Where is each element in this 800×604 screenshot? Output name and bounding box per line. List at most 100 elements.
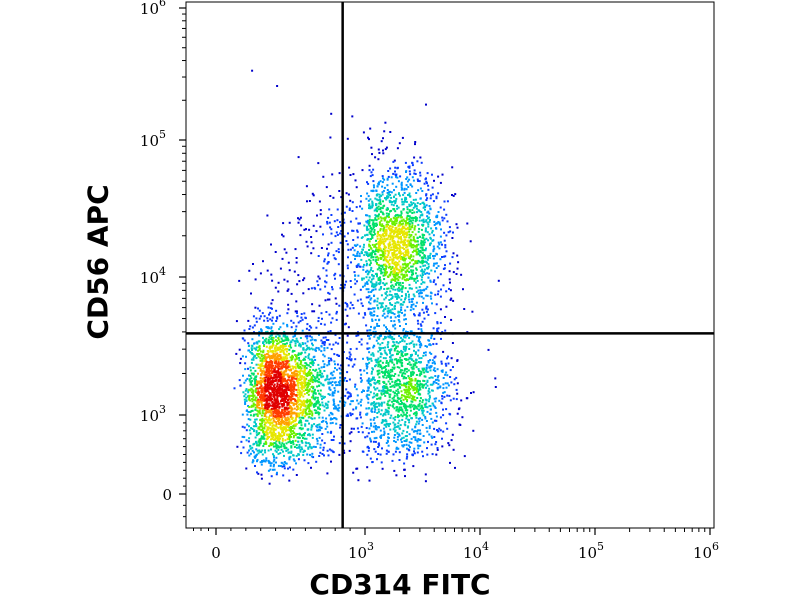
event-dot: [326, 425, 329, 428]
event-dot: [455, 388, 458, 391]
event-dot: [360, 379, 363, 382]
event-dot: [426, 406, 429, 409]
event-dot: [420, 371, 423, 374]
event-dot: [391, 258, 394, 261]
event-dot: [382, 413, 385, 416]
event-dot: [430, 376, 433, 379]
event-dot: [371, 407, 374, 410]
event-dot: [333, 376, 336, 379]
event-dot: [400, 270, 403, 273]
event-dot: [276, 316, 279, 319]
event-dot: [388, 201, 391, 204]
event-dot: [324, 402, 327, 405]
event-dot: [302, 437, 304, 439]
event-dot: [349, 393, 352, 396]
event-dot: [409, 204, 412, 207]
event-dot: [271, 437, 274, 440]
event-dot: [335, 231, 338, 234]
event-dot: [425, 307, 428, 310]
event-dot: [391, 252, 394, 254]
event-dot: [419, 444, 422, 447]
event-dot: [417, 243, 420, 246]
event-dot: [396, 235, 399, 238]
event-dot: [390, 287, 393, 290]
event-dot: [414, 233, 417, 236]
event-dot: [441, 437, 443, 440]
event-dot: [254, 398, 257, 401]
event-dot: [408, 215, 411, 218]
event-dot: [332, 254, 335, 257]
event-dot: [386, 294, 389, 297]
event-dot: [368, 393, 371, 396]
event-dot: [272, 468, 274, 471]
event-dot: [244, 393, 247, 396]
event-dot: [328, 378, 331, 381]
event-dot: [407, 215, 409, 217]
event-dot: [385, 371, 388, 373]
event-dot: [431, 239, 434, 242]
event-dot: [265, 341, 268, 344]
event-dot: [379, 240, 382, 243]
event-dot: [293, 427, 296, 430]
event-dot: [419, 251, 422, 254]
event-dot: [400, 400, 402, 402]
event-dot: [386, 271, 388, 274]
event-dot: [417, 404, 420, 407]
event-dot: [401, 227, 404, 230]
event-dot: [261, 357, 264, 360]
event-dot: [302, 292, 305, 295]
event-dot: [390, 297, 393, 300]
event-dot: [252, 372, 255, 375]
event-dot: [282, 429, 284, 432]
event-dot: [385, 212, 388, 215]
event-dot: [273, 433, 276, 436]
event-dot: [310, 417, 313, 420]
event-dot: [281, 439, 284, 442]
event-dot: [403, 300, 406, 303]
event-dot: [337, 404, 340, 407]
event-dot: [390, 268, 393, 271]
event-dot: [433, 262, 436, 265]
event-dot: [307, 405, 310, 408]
event-dot: [337, 251, 340, 254]
event-dot: [406, 265, 409, 268]
event-dot: [254, 454, 257, 457]
event-dot: [304, 381, 307, 384]
event-dot: [418, 384, 421, 387]
event-dot: [273, 458, 276, 461]
event-dot: [387, 223, 389, 226]
event-dot: [298, 413, 301, 416]
event-dot: [332, 439, 335, 441]
event-dot: [269, 468, 272, 471]
event-dot: [253, 398, 255, 401]
event-dot: [401, 311, 403, 314]
event-dot: [274, 424, 277, 427]
event-dot: [295, 300, 298, 303]
event-dot: [385, 449, 388, 452]
event-dot: [249, 380, 252, 383]
event-dot: [276, 346, 279, 349]
event-dot: [322, 397, 325, 399]
event-dot: [356, 299, 359, 302]
event-dot: [396, 176, 399, 179]
event-dot: [255, 320, 258, 323]
event-dot: [328, 386, 331, 389]
event-dot: [251, 404, 254, 407]
event-dot: [276, 471, 278, 474]
event-dot: [472, 429, 475, 432]
event-dot: [376, 405, 378, 408]
event-dot: [389, 309, 392, 312]
event-dot: [385, 420, 388, 423]
event-dot: [369, 262, 372, 265]
event-dot: [254, 278, 257, 281]
event-dot: [393, 367, 396, 370]
event-dot: [415, 286, 418, 289]
event-dot: [418, 260, 421, 263]
event-dot: [331, 421, 334, 424]
event-dot: [414, 351, 417, 354]
event-dot: [338, 337, 341, 339]
event-dot: [272, 431, 275, 434]
event-dot: [296, 340, 299, 343]
event-dot: [445, 422, 448, 425]
event-dot: [392, 223, 394, 226]
